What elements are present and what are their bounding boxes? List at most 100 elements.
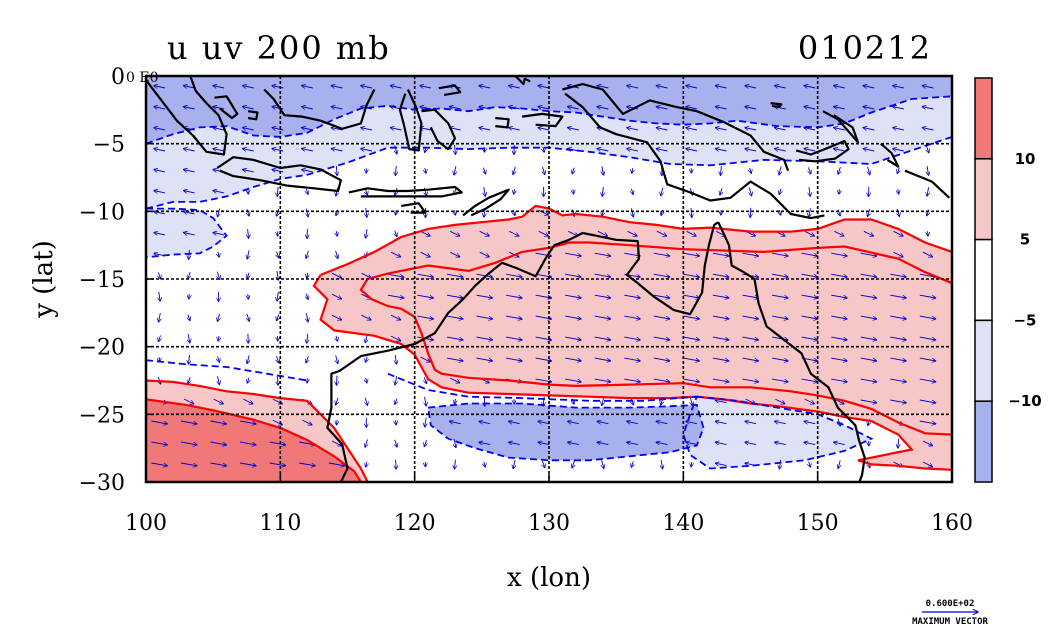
wind-vector [425, 167, 426, 173]
wind-vector [893, 128, 904, 130]
wind-vector [804, 86, 816, 88]
wind-vector [306, 188, 308, 194]
wind-vector [183, 86, 195, 88]
wind-vector [893, 251, 904, 257]
wind-vector [890, 315, 906, 319]
wind-vector [183, 212, 195, 214]
wind-vector [868, 208, 870, 217]
wind-vector [277, 251, 279, 258]
wind-vector [565, 315, 581, 319]
wind-vector [775, 149, 786, 151]
coastline-java [216, 156, 342, 193]
wind-vector [860, 336, 877, 340]
wind-vector [691, 461, 692, 467]
wind-vector [240, 420, 256, 424]
wind-vector [686, 107, 698, 109]
wind-vector [712, 273, 729, 277]
wind-vector [538, 230, 549, 236]
wind-vector [424, 440, 426, 446]
wind-vector [269, 441, 286, 445]
wind-vector [594, 315, 611, 319]
positive-contour [359, 278, 952, 436]
region-weak-pos [313, 205, 952, 470]
wind-vector [809, 461, 811, 468]
wind-vector [653, 252, 670, 256]
wind-vector [772, 294, 788, 298]
colorbar-label: 5 [1020, 231, 1030, 249]
wind-vector [863, 107, 875, 109]
coastline-sulawesi-e [438, 84, 462, 96]
negative-contour [146, 359, 308, 382]
wind-vector [860, 378, 877, 382]
wind-vector [594, 252, 611, 256]
wind-vector [390, 335, 401, 341]
wind-vector [653, 294, 670, 298]
wind-vector [366, 377, 367, 383]
wind-vector [479, 442, 491, 444]
wind-vector [656, 149, 668, 151]
wind-vector [834, 128, 845, 130]
wind-vector [417, 273, 433, 277]
wind-vector [455, 459, 456, 469]
wind-vector [780, 210, 781, 215]
wind-vector [656, 421, 668, 423]
wind-vector [801, 378, 818, 382]
wind-vector [919, 357, 936, 361]
coastline-new-guinea-south [564, 92, 825, 220]
vector-key-value: 0.600E+02 [926, 599, 975, 609]
wind-vector [158, 335, 160, 342]
wind-vector [565, 378, 581, 382]
wind-vector [180, 420, 197, 424]
wind-vector [446, 336, 463, 340]
wind-vector [331, 107, 343, 109]
wind-vector [365, 397, 367, 406]
x-axis-label: x (lon) [507, 563, 591, 593]
wind-vector [712, 357, 729, 361]
wind-vector [834, 86, 845, 88]
wind-vector [188, 354, 189, 364]
coastline-belitung [247, 110, 259, 121]
wind-vector [535, 357, 552, 361]
wind-vector [189, 294, 190, 299]
wind-vector [656, 442, 668, 444]
wind-vector [538, 128, 550, 130]
wind-vector [779, 166, 781, 175]
y-axis-ticks: 0 −5 −10 −15 −20 −25 −30 [79, 65, 154, 496]
y-tick-label: −5 [93, 133, 125, 158]
coastline-seram [521, 112, 564, 128]
wind-vector [572, 167, 574, 174]
wind-vector [446, 315, 463, 319]
wind-vector [742, 378, 759, 382]
wind-vector [898, 438, 899, 448]
wind-vector [602, 397, 604, 405]
wind-vector [919, 336, 936, 340]
wind-vector [631, 461, 633, 468]
wind-vector [455, 145, 456, 154]
wind-vector [922, 461, 933, 467]
wind-vector [594, 357, 611, 361]
wind-vector [922, 251, 933, 257]
wind-vector [602, 187, 603, 196]
wind-vector [366, 461, 367, 467]
wind-vector [627, 128, 638, 130]
wind-vector [272, 107, 284, 109]
wind-vector [361, 128, 372, 130]
wind-vector [159, 291, 160, 301]
wind-vector [890, 357, 906, 361]
wind-vector [151, 420, 167, 424]
wind-vector [890, 378, 906, 382]
wind-vector [594, 378, 611, 382]
wind-vector [863, 230, 874, 236]
wind-vector [538, 86, 550, 88]
wind-vector [834, 149, 845, 151]
region-weak-neg [683, 396, 872, 469]
wind-vector [390, 86, 402, 88]
wind-vector [627, 442, 638, 444]
wind-vector [302, 86, 313, 88]
wind-vector [863, 149, 875, 151]
wind-vector [863, 86, 875, 88]
wind-vector [479, 230, 490, 236]
wind-vector [627, 230, 638, 236]
wind-vector [565, 273, 581, 277]
wind-vector [213, 398, 224, 404]
